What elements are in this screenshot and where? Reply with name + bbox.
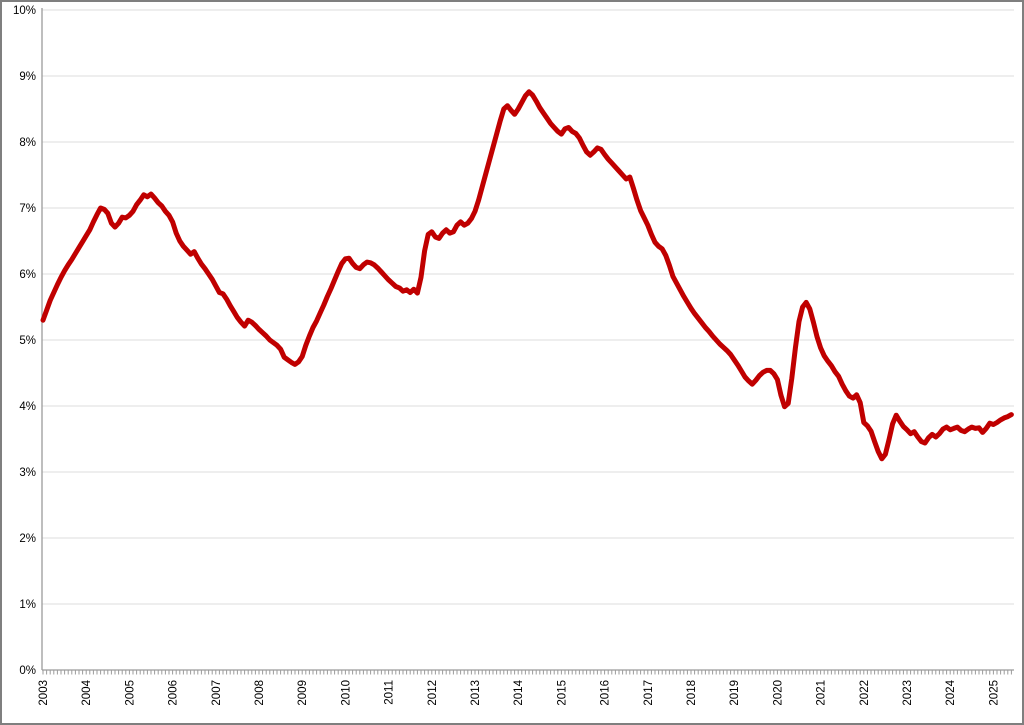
x-year-label: 2014 bbox=[513, 679, 525, 705]
x-year-label: 2006 bbox=[168, 680, 180, 706]
x-year-label: 2007 bbox=[211, 680, 223, 706]
y-tick-label: 1% bbox=[19, 599, 36, 611]
x-year-label: 2019 bbox=[729, 680, 741, 706]
x-year-label: 2017 bbox=[643, 680, 655, 706]
y-tick-label: 3% bbox=[19, 467, 36, 479]
gridlines bbox=[42, 9, 1014, 605]
y-tick-label: 0% bbox=[19, 665, 36, 677]
x-year-label: 2023 bbox=[902, 680, 914, 706]
y-tick-label: 7% bbox=[19, 203, 36, 215]
x-year-label: 2004 bbox=[81, 679, 93, 705]
y-tick-label: 8% bbox=[19, 137, 36, 149]
x-year-label: 2008 bbox=[254, 680, 266, 706]
x-year-label: 2021 bbox=[816, 680, 828, 706]
x-year-label: 2009 bbox=[297, 680, 309, 706]
x-year-label: 2012 bbox=[427, 680, 439, 706]
y-tick-label: 10% bbox=[13, 5, 36, 17]
y-tick-label: 6% bbox=[19, 269, 36, 281]
x-year-label: 2011 bbox=[384, 680, 396, 705]
x-year-label: 2013 bbox=[470, 680, 482, 706]
x-year-label: 2005 bbox=[124, 680, 136, 706]
x-year-label: 2025 bbox=[988, 680, 1000, 706]
x-year-label: 2022 bbox=[859, 680, 871, 706]
x-year-label: 2024 bbox=[945, 679, 957, 705]
y-axis-labels: 0% 1% 2% 3% 4% 5% 6% 7% 8% 9% 10% bbox=[13, 5, 36, 677]
x-year-label: 2010 bbox=[340, 680, 352, 706]
unemployment-rate-line bbox=[40, 89, 1014, 462]
x-year-label: 2018 bbox=[686, 680, 698, 706]
x-year-label: 2015 bbox=[556, 680, 568, 706]
x-year-label: 2020 bbox=[772, 680, 784, 706]
x-year-label: 2003 bbox=[38, 680, 50, 706]
x-axis-labels: 2003 2004 2005 2006 2007 2008 2009 2010 2011 2012… bbox=[38, 679, 1000, 705]
month-ticks bbox=[42, 670, 1012, 675]
y-tick-label: 5% bbox=[19, 335, 36, 347]
y-tick-label: 2% bbox=[19, 533, 36, 545]
x-year-label: 2016 bbox=[600, 680, 612, 706]
y-tick-label: 9% bbox=[19, 71, 36, 83]
y-tick-label: 4% bbox=[19, 401, 36, 413]
